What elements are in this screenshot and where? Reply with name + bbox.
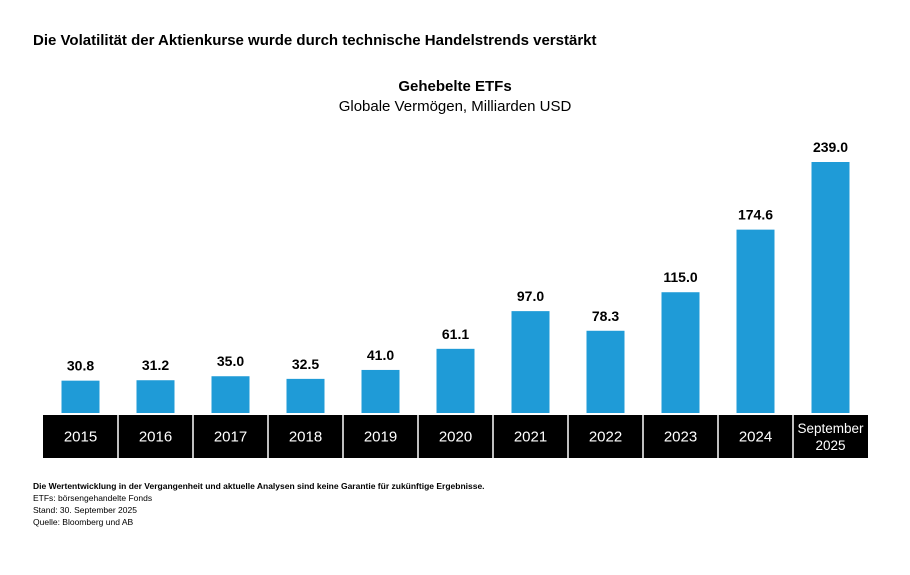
bar [136,380,175,413]
bar-value-label: 31.2 [142,357,169,373]
footer-abbreviation: ETFs: börsengehandelte Fonds [33,493,153,503]
bar-value-label: 78.3 [592,308,619,324]
chart-title: Gehebelte ETFs [398,78,512,95]
bar-value-label: 239.0 [813,139,848,155]
x-tick-label: 2023 [664,429,697,446]
chart-footer: Die Wertentwicklung in der Vergangenheit… [33,480,485,528]
bar-value-label: 30.8 [67,358,94,374]
bar [361,369,400,413]
bar [436,348,475,413]
x-tick-label: 2022 [589,429,622,446]
bar [286,378,325,413]
bar-value-label: 174.6 [738,207,773,223]
page-headline: Die Volatilität der Aktienkurse wurde du… [33,32,597,49]
footer-disclaimer: Die Wertentwicklung in der Vergangenheit… [33,481,485,491]
x-tick-label: 2016 [139,429,172,446]
bar-value-label: 41.0 [367,347,394,363]
x-axis-band [43,415,868,458]
bar [586,330,625,413]
x-tick-label: 2015 [64,429,97,446]
bar [736,229,775,413]
chart-subtitle: Globale Vermögen, Milliarden USD [338,98,572,115]
bar-value-label: 115.0 [663,269,697,285]
bar [661,292,700,413]
x-tick-label: 2017 [214,429,247,446]
x-tick-label: 2018 [289,429,322,446]
x-tick-label: 2021 [514,429,547,446]
bar-value-label: 61.1 [442,326,469,342]
bar [61,380,100,413]
x-tick-label: 2019 [364,429,397,446]
bar [811,162,850,413]
bar-value-label: 32.5 [292,356,319,372]
bar [211,376,250,413]
bar [511,311,550,413]
bar-value-label: 35.0 [217,353,244,369]
footer-source: Quelle: Bloomberg und AB [33,517,134,527]
x-tick-label: September 2025 [797,421,864,453]
bar-chart: 30.8 2015 31.2 2016 35.0 2017 32.5 2018 41.0 2019… [43,139,868,458]
footer-as-of: Stand: 30. September 2025 [33,505,137,515]
bar-value-label: 97.0 [517,288,544,304]
x-tick-label: 2024 [739,429,772,446]
x-tick-label: 2020 [439,429,472,446]
